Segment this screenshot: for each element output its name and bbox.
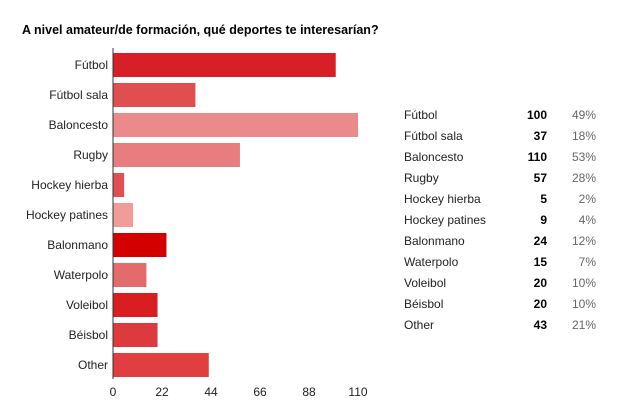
summary-row: Fútbol 100 49% xyxy=(404,104,596,125)
x-tick-label-1: 22 xyxy=(155,385,169,399)
summary-row: Béisbol 20 10% xyxy=(404,293,596,314)
summary-count: 5 xyxy=(540,191,547,206)
bar-8 xyxy=(113,293,158,317)
summary-row: Hockey hierba 5 2% xyxy=(404,188,596,209)
x-tick-label-4: 88 xyxy=(302,385,316,399)
x-tick-label-5: 110 xyxy=(348,385,367,399)
bar-5 xyxy=(113,203,134,227)
summary-row: Fútbol sala 37 18% xyxy=(404,125,596,146)
summary-count: 100 xyxy=(526,107,547,122)
bar-0 xyxy=(113,53,336,77)
category-label-3: Rugby xyxy=(73,148,108,162)
summary-label: Other xyxy=(404,317,435,332)
summary-row: Rugby 57 28% xyxy=(404,167,596,188)
bar-1 xyxy=(113,83,196,107)
category-label-9: Béisbol xyxy=(69,328,108,342)
summary-count: 15 xyxy=(533,254,547,269)
x-axis-ticks: 0 22 44 66 88 110 xyxy=(110,385,368,399)
category-label-2: Baloncesto xyxy=(49,118,109,132)
x-tick-label-3: 66 xyxy=(253,385,267,399)
summary-percent: 18% xyxy=(571,128,596,143)
summary-count: 9 xyxy=(540,212,547,227)
summary-label: Hockey hierba xyxy=(404,191,481,206)
summary-label: Balonmano xyxy=(404,233,465,248)
bars-group xyxy=(113,53,358,377)
category-label-8: Voleibol xyxy=(66,298,108,312)
summary-row: Baloncesto 110 53% xyxy=(404,146,596,167)
bar-6 xyxy=(113,233,167,257)
summary-percent: 28% xyxy=(571,170,596,185)
bar-2 xyxy=(113,113,358,137)
bar-9 xyxy=(113,323,158,347)
summary-percent: 2% xyxy=(578,191,596,206)
summary-percent: 4% xyxy=(578,212,596,227)
summary-count: 37 xyxy=(533,128,547,143)
category-label-7: Waterpolo xyxy=(54,268,109,282)
summary-count: 110 xyxy=(527,149,547,164)
bar-7 xyxy=(113,263,147,287)
summary-label: Fútbol sala xyxy=(404,128,463,143)
bar-10 xyxy=(113,353,209,377)
summary-label: Hockey patines xyxy=(404,212,487,227)
bar-4 xyxy=(113,173,125,197)
x-tick-label-2: 44 xyxy=(204,385,218,399)
summary-label: Rugby xyxy=(404,170,439,185)
category-label-5: Hockey patines xyxy=(26,208,108,222)
summary-percent: 49% xyxy=(571,107,596,122)
summary-percent: 10% xyxy=(571,296,596,311)
summary-percent: 10% xyxy=(571,275,596,290)
category-labels: Fútbol Fútbol sala Baloncesto Rugby Hockey h… xyxy=(26,58,108,372)
category-label-0: Fútbol xyxy=(75,58,108,72)
summary-table: Fútbol 100 49% Fútbol sala 37 18% Baloncesto 11… xyxy=(404,104,596,335)
summary-row: Waterpolo 15 7% xyxy=(404,251,596,272)
summary-percent: 12% xyxy=(571,233,596,248)
summary-percent: 53% xyxy=(571,149,596,164)
summary-row: Other 43 21% xyxy=(404,314,596,335)
summary-label: Voleibol xyxy=(404,275,447,290)
summary-count: 43 xyxy=(533,317,547,332)
summary-percent: 7% xyxy=(578,254,596,269)
summary-row: Balonmano 24 12% xyxy=(404,230,596,251)
summary-row: Voleibol 20 10% xyxy=(404,272,596,293)
summary-label: Waterpolo xyxy=(404,254,459,269)
bar-3 xyxy=(113,143,240,167)
summary-count: 20 xyxy=(533,275,547,290)
summary-count: 20 xyxy=(533,296,547,311)
category-label-10: Other xyxy=(78,358,108,372)
x-tick-label-0: 0 xyxy=(110,385,117,399)
chart-title: A nivel amateur/de formación, qué deport… xyxy=(22,23,379,37)
summary-label: Baloncesto xyxy=(404,149,464,164)
summary-label: Fútbol xyxy=(404,107,438,122)
category-label-6: Balonmano xyxy=(47,238,108,252)
summary-count: 24 xyxy=(533,233,547,248)
category-label-1: Fútbol sala xyxy=(49,88,108,102)
summary-label: Béisbol xyxy=(404,296,444,311)
category-label-4: Hockey hierba xyxy=(31,178,108,192)
summary-count: 57 xyxy=(533,170,547,185)
summary-percent: 21% xyxy=(571,317,596,332)
summary-row: Hockey patines 9 4% xyxy=(404,209,596,230)
